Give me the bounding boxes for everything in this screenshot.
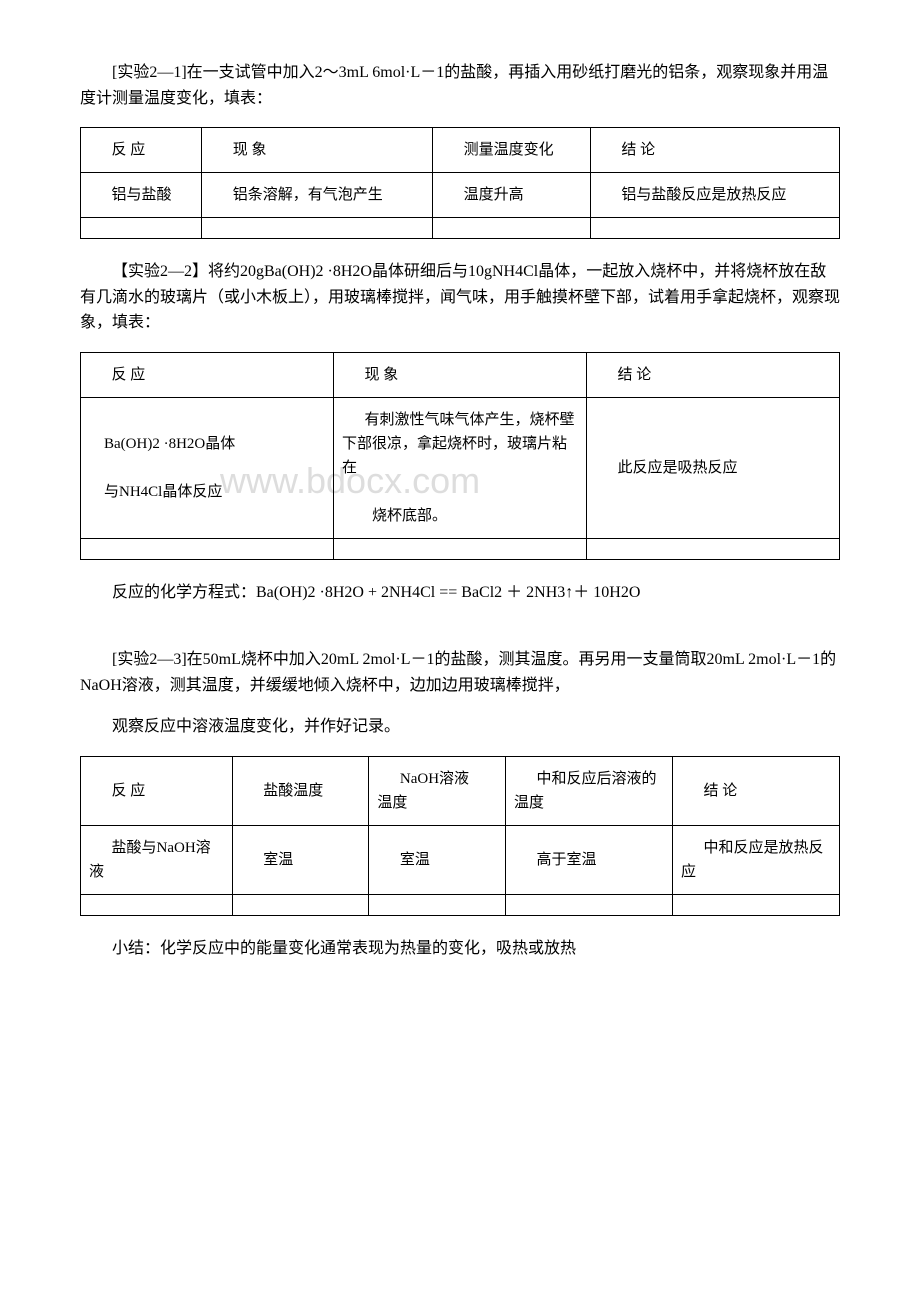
table-empty-cell <box>81 538 334 559</box>
table-row: 铝与盐酸 铝条溶解，有气泡产生 温度升高 铝与盐酸反应是放热反应 <box>81 173 840 218</box>
table-cell: 此反应是吸热反应 <box>587 397 840 538</box>
table-header-cell: 结 论 <box>672 756 839 825</box>
experiment3-subtitle: 观察反应中溶液温度变化，并作好记录。 <box>80 714 840 740</box>
experiment2-title: 【实验2—2】将约20gBa(OH)2 ·8H2O晶体研细后与10gNH4Cl晶… <box>80 259 840 336</box>
table-header-cell: NaOH溶液 温度 <box>369 756 506 825</box>
table-cell: 铝与盐酸 <box>81 173 202 218</box>
table-header-cell: 测量温度变化 <box>433 128 591 173</box>
table-empty-row <box>81 894 840 915</box>
table-cell: 有刺激性气味气体产生，烧杯壁下部很凉，拿起烧杯时，玻璃片粘在 烧杯底部。 <box>334 397 587 538</box>
table-empty-cell <box>81 218 202 239</box>
experiment2-table: 反 应 现 象 结 论 Ba(OH)2 ·8H2O晶体 与NH4Cl晶体反应 有… <box>80 352 840 560</box>
experiment3-title: [实验2—3]在50mL烧杯中加入20mL 2mol·L－1的盐酸，测其温度。再… <box>80 647 840 698</box>
table-header-cell: 结 论 <box>590 128 839 173</box>
table-empty-cell <box>587 538 840 559</box>
table-empty-cell <box>590 218 839 239</box>
table-cell: 室温 <box>232 825 369 894</box>
table-row: 盐酸与NaOH溶液 室温 室温 高于室温 中和反应是放热反应 <box>81 825 840 894</box>
table-empty-cell <box>232 894 369 915</box>
table-cell: 中和反应是放热反应 <box>672 825 839 894</box>
table-header-cell: 现 象 <box>334 352 587 397</box>
table-empty-cell <box>202 218 433 239</box>
table-row: Ba(OH)2 ·8H2O晶体 与NH4Cl晶体反应 有刺激性气味气体产生，烧杯… <box>81 397 840 538</box>
summary-text: 小结：化学反应中的能量变化通常表现为热量的变化，吸热或放热 <box>80 936 840 962</box>
table-header-cell: 结 论 <box>587 352 840 397</box>
table-empty-row <box>81 538 840 559</box>
experiment2-equation: 反应的化学方程式：Ba(OH)2 ·8H2O + 2NH4Cl == BaCl2… <box>80 580 840 606</box>
table-header-row: 反 应 盐酸温度 NaOH溶液 温度 中和反应后溶液的温度 结 论 <box>81 756 840 825</box>
document-content: [实验2—1]在一支试管中加入2～3mL 6mol·L－1的盐酸，再插入用砂纸打… <box>80 60 840 962</box>
table-empty-cell <box>81 894 233 915</box>
table-empty-cell <box>334 538 587 559</box>
table-header-cell: 现 象 <box>202 128 433 173</box>
table-empty-cell <box>672 894 839 915</box>
experiment1-table: 反 应 现 象 测量温度变化 结 论 铝与盐酸 铝条溶解，有气泡产生 温度升高 … <box>80 127 840 239</box>
table-header-cell: 盐酸温度 <box>232 756 369 825</box>
experiment2-table-wrapper: www.bdocx.com 反 应 现 象 结 论 Ba(OH)2 ·8H2O晶… <box>80 352 840 560</box>
table-header-cell: 中和反应后溶液的温度 <box>506 756 673 825</box>
table-cell: 盐酸与NaOH溶液 <box>81 825 233 894</box>
table-header-row: 反 应 现 象 测量温度变化 结 论 <box>81 128 840 173</box>
table-empty-row <box>81 218 840 239</box>
table-header-cell: 反 应 <box>81 352 334 397</box>
table-cell: Ba(OH)2 ·8H2O晶体 与NH4Cl晶体反应 <box>81 397 334 538</box>
table-header-row: 反 应 现 象 结 论 <box>81 352 840 397</box>
table-cell: 铝条溶解，有气泡产生 <box>202 173 433 218</box>
table-header-cell: 反 应 <box>81 128 202 173</box>
experiment1-title: [实验2—1]在一支试管中加入2～3mL 6mol·L－1的盐酸，再插入用砂纸打… <box>80 60 840 111</box>
table-cell: 铝与盐酸反应是放热反应 <box>590 173 839 218</box>
table-cell: 高于室温 <box>506 825 673 894</box>
table-empty-cell <box>433 218 591 239</box>
table-empty-cell <box>369 894 506 915</box>
experiment3-table: 反 应 盐酸温度 NaOH溶液 温度 中和反应后溶液的温度 结 论 盐酸与NaO… <box>80 756 840 916</box>
table-cell: 室温 <box>369 825 506 894</box>
table-header-cell: 反 应 <box>81 756 233 825</box>
table-cell: 温度升高 <box>433 173 591 218</box>
table-empty-cell <box>506 894 673 915</box>
